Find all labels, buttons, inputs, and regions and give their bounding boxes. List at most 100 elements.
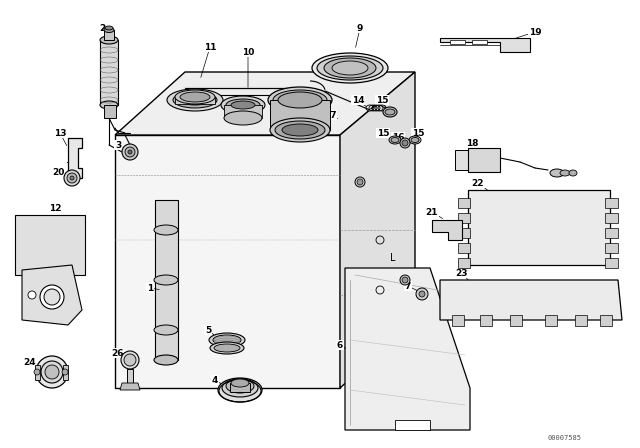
Ellipse shape <box>154 325 178 335</box>
Ellipse shape <box>180 95 210 105</box>
Text: 20: 20 <box>52 168 64 177</box>
Polygon shape <box>458 228 470 238</box>
Text: 7: 7 <box>405 281 411 290</box>
Text: 2: 2 <box>99 23 105 33</box>
Text: 4: 4 <box>212 375 218 384</box>
Ellipse shape <box>218 378 262 402</box>
Circle shape <box>64 170 80 186</box>
Ellipse shape <box>213 335 241 345</box>
Text: 17: 17 <box>324 111 336 120</box>
Ellipse shape <box>282 124 318 136</box>
Polygon shape <box>115 135 340 388</box>
Circle shape <box>357 179 363 185</box>
Polygon shape <box>605 258 618 268</box>
Circle shape <box>36 356 68 388</box>
Ellipse shape <box>210 342 244 354</box>
Ellipse shape <box>268 87 332 113</box>
Circle shape <box>355 177 365 187</box>
Polygon shape <box>345 268 470 430</box>
Circle shape <box>70 176 74 180</box>
Bar <box>230 383 250 392</box>
Ellipse shape <box>167 89 223 111</box>
Polygon shape <box>480 315 492 326</box>
Polygon shape <box>155 200 178 360</box>
Ellipse shape <box>180 92 210 102</box>
Text: 12: 12 <box>49 203 61 212</box>
Circle shape <box>402 277 408 283</box>
Ellipse shape <box>278 92 322 108</box>
Ellipse shape <box>173 92 217 108</box>
Ellipse shape <box>154 225 178 235</box>
Text: 1: 1 <box>147 284 153 293</box>
Circle shape <box>125 147 135 157</box>
Ellipse shape <box>100 101 118 109</box>
Ellipse shape <box>332 61 368 75</box>
Text: 13: 13 <box>54 129 67 138</box>
Circle shape <box>400 138 410 148</box>
Text: 10: 10 <box>242 47 254 56</box>
Polygon shape <box>458 213 470 223</box>
Polygon shape <box>605 243 618 253</box>
Ellipse shape <box>224 111 262 125</box>
Polygon shape <box>270 100 330 130</box>
Ellipse shape <box>391 138 399 142</box>
Polygon shape <box>127 369 133 385</box>
Circle shape <box>128 150 132 154</box>
Text: 15: 15 <box>376 95 388 104</box>
Polygon shape <box>15 215 85 275</box>
Text: 21: 21 <box>426 207 438 216</box>
Polygon shape <box>440 280 622 320</box>
Polygon shape <box>115 72 415 135</box>
Polygon shape <box>468 190 610 265</box>
Text: 26: 26 <box>112 349 124 358</box>
Circle shape <box>40 285 64 309</box>
Text: 24: 24 <box>24 358 36 366</box>
Polygon shape <box>440 38 530 52</box>
Polygon shape <box>600 315 612 326</box>
Polygon shape <box>605 228 618 238</box>
Polygon shape <box>340 72 415 388</box>
Ellipse shape <box>209 333 245 347</box>
Circle shape <box>28 291 36 299</box>
Ellipse shape <box>383 107 397 117</box>
Polygon shape <box>510 315 522 326</box>
Text: 3: 3 <box>115 141 121 150</box>
Polygon shape <box>605 213 618 223</box>
Polygon shape <box>104 105 116 118</box>
Text: 15: 15 <box>412 129 424 138</box>
Polygon shape <box>68 138 82 178</box>
Ellipse shape <box>270 118 330 142</box>
Polygon shape <box>452 315 464 326</box>
Polygon shape <box>432 220 462 240</box>
Ellipse shape <box>275 121 325 139</box>
Ellipse shape <box>409 136 421 144</box>
Ellipse shape <box>560 170 570 176</box>
Ellipse shape <box>221 96 265 114</box>
Circle shape <box>121 351 139 369</box>
Ellipse shape <box>226 99 260 111</box>
Ellipse shape <box>100 36 118 44</box>
Text: 15: 15 <box>377 129 389 138</box>
Text: 22: 22 <box>472 178 484 188</box>
Text: 14: 14 <box>352 95 364 104</box>
Text: L: L <box>390 253 396 263</box>
Circle shape <box>44 289 60 305</box>
Polygon shape <box>120 383 140 390</box>
Ellipse shape <box>175 90 215 104</box>
Text: 18: 18 <box>466 138 478 147</box>
Ellipse shape <box>411 138 419 142</box>
Text: 8: 8 <box>299 108 305 116</box>
Bar <box>472 40 487 44</box>
Bar <box>395 420 430 430</box>
Circle shape <box>34 369 40 375</box>
Text: 00007585: 00007585 <box>548 435 582 441</box>
Polygon shape <box>100 40 118 105</box>
Text: 9: 9 <box>357 23 363 33</box>
Polygon shape <box>104 30 114 40</box>
Polygon shape <box>545 315 557 326</box>
Polygon shape <box>458 258 470 268</box>
Circle shape <box>45 365 59 379</box>
Text: 6: 6 <box>337 340 343 349</box>
Circle shape <box>419 291 425 297</box>
Ellipse shape <box>550 169 564 177</box>
